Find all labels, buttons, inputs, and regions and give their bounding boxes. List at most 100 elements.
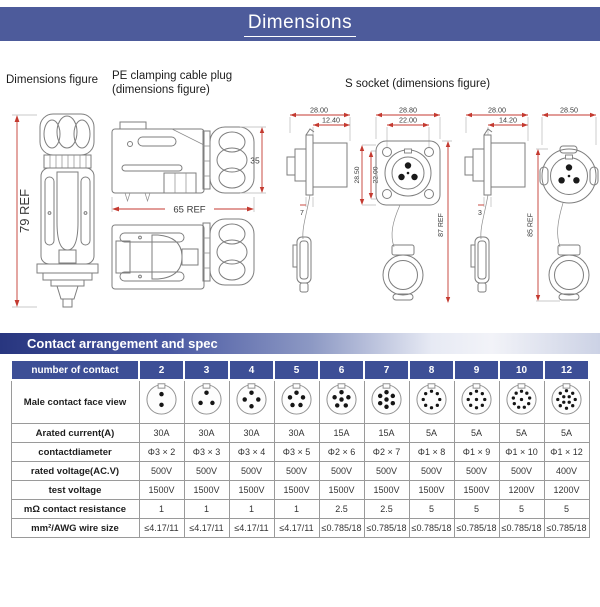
contact-count-header: 4: [228, 359, 275, 381]
spec-value: ≤0.785/18: [408, 518, 455, 538]
spec-value: Φ2 × 6: [318, 442, 365, 462]
contact-face-icon: [506, 383, 537, 415]
spec-table-body: number of contact 2 3 4 5 6 7 8 9 10 12 Male contac…: [10, 359, 590, 538]
spec-value: 30A: [138, 423, 185, 443]
socket-drawings: 28.00 12.40 7 28.80 22.00 28.50 22.0: [286, 106, 599, 303]
spec-value: 5: [498, 499, 545, 519]
dim-65ref: 65 REF: [173, 205, 205, 216]
spec-value: 500V: [138, 461, 185, 481]
dim-s3-small: 3: [478, 210, 482, 217]
spec-value: ≤4.17/11: [228, 518, 275, 538]
middle-figure-label: PE clamping cable plug (dimensions figur…: [112, 70, 233, 97]
contact-face-cell: [273, 379, 320, 424]
spec-value: Φ3 × 3: [183, 442, 230, 462]
spec-value: 1200V: [543, 480, 590, 500]
right-figure-label: S socket (dimensions figure): [345, 78, 491, 90]
contact-face-icon: [281, 383, 312, 415]
contact-face-cell: [228, 379, 275, 424]
spec-value: 500V: [363, 461, 410, 481]
spec-row-label: mm²/AWG wire size: [10, 518, 140, 538]
spec-header-label: number of contact: [10, 359, 140, 381]
contact-face-cell: [363, 379, 410, 424]
spec-value: 1500V: [273, 480, 320, 500]
contact-count-header: 12: [543, 359, 590, 381]
title-bar: Dimensions: [0, 7, 600, 41]
spec-value: Φ1 × 12: [543, 442, 590, 462]
spec-row-label: rated voltage(AC.V): [10, 461, 140, 481]
contact-face-icon: [461, 383, 492, 415]
contact-face-cell: [318, 379, 365, 424]
spec-value: 5A: [498, 423, 545, 443]
left-figure-label: Dimensions figure: [6, 74, 99, 86]
spec-value: ≤0.785/18: [363, 518, 410, 538]
spec-row-label: test voltage: [10, 480, 140, 500]
spec-value: 500V: [453, 461, 500, 481]
spec-value: 500V: [228, 461, 275, 481]
contact-face-cell: [498, 379, 545, 424]
dim-s3-outer: 28.00: [488, 106, 506, 115]
dim-s3-inner: 14.20: [499, 116, 517, 125]
page-title: Dimensions: [243, 12, 357, 37]
contact-face-icon: [416, 383, 447, 415]
plug-front-drawing: 79 REF: [12, 113, 99, 308]
spec-value: 5A: [453, 423, 500, 443]
spec-row-label: mΩ contact resistance: [10, 499, 140, 519]
spec-value: 1500V: [318, 480, 365, 500]
contact-face-cell: [138, 379, 185, 424]
spec-value: 1500V: [363, 480, 410, 500]
dim-79ref: 79 REF: [17, 189, 32, 233]
contact-face-cell: [543, 379, 590, 424]
spec-value: Φ1 × 8: [408, 442, 455, 462]
spec-value: 500V: [498, 461, 545, 481]
contact-face-icon: [371, 383, 402, 415]
contact-count-header: 9: [453, 359, 500, 381]
spec-value: Φ3 × 4: [228, 442, 275, 462]
spec-value: Φ1 × 10: [498, 442, 545, 462]
spec-value: 5A: [408, 423, 455, 443]
spec-value: 1: [273, 499, 320, 519]
spec-value: 15A: [363, 423, 410, 443]
spec-value: ≤4.17/11: [183, 518, 230, 538]
spec-value: ≤0.785/18: [318, 518, 365, 538]
spec-value: 1500V: [183, 480, 230, 500]
contact-face-icon: [326, 383, 357, 415]
spec-value: 2.5: [318, 499, 365, 519]
dim-s1-small: 7: [300, 210, 304, 217]
spec-value: 1500V: [228, 480, 275, 500]
spec-value: 15A: [318, 423, 365, 443]
contact-face-icon: [236, 383, 267, 415]
spec-value: 30A: [183, 423, 230, 443]
spec-value: 1500V: [453, 480, 500, 500]
contact-face-icon: [146, 383, 177, 415]
spec-value: 500V: [408, 461, 455, 481]
spec-value: 2.5: [363, 499, 410, 519]
contact-count-header: 7: [363, 359, 410, 381]
dim-s4-outer: 28.50: [560, 106, 578, 115]
spec-value: 400V: [543, 461, 590, 481]
spec-value: 1: [183, 499, 230, 519]
contact-face-cell: [453, 379, 500, 424]
contact-count-header: 8: [408, 359, 455, 381]
dim-s2-outer: 28.80: [399, 106, 417, 115]
spec-value: Φ1 × 9: [453, 442, 500, 462]
contact-face-cell: [408, 379, 455, 424]
spec-value: 1: [138, 499, 185, 519]
dim-s2-height-outer: 28.50: [354, 166, 361, 183]
spec-value: ≤4.17/11: [273, 518, 320, 538]
face-row-label: Male contact face view: [10, 379, 140, 424]
spec-value: 5A: [543, 423, 590, 443]
contact-count-header: 2: [138, 359, 185, 381]
spec-value: 1500V: [408, 480, 455, 500]
spec-row-label: Arated current(A): [10, 423, 140, 443]
contact-count-header: 5: [273, 359, 320, 381]
spec-value: 500V: [183, 461, 230, 481]
spec-value: Φ3 × 2: [138, 442, 185, 462]
spec-value: 5: [543, 499, 590, 519]
spec-value: 5: [408, 499, 455, 519]
dim-s2-inner: 22.00: [399, 116, 417, 125]
spec-value: 30A: [228, 423, 275, 443]
contact-face-icon: [551, 383, 582, 415]
spec-value: 500V: [273, 461, 320, 481]
spec-row-label: contactdiameter: [10, 442, 140, 462]
spec-value: 30A: [273, 423, 320, 443]
